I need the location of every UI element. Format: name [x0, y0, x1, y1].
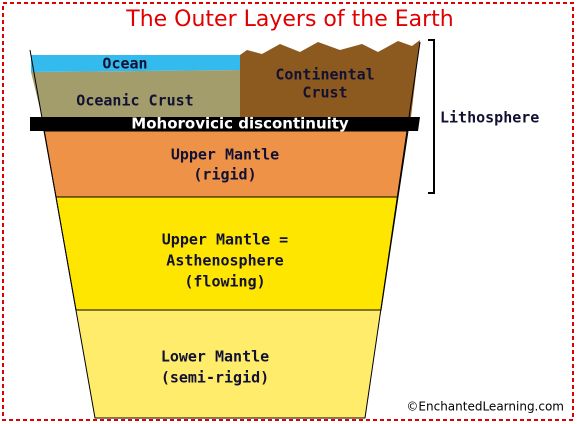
bracket-label: Lithosphere — [440, 109, 539, 127]
layer-label: Upper Mantle — [171, 146, 279, 164]
layer-label: Lower Mantle — [161, 348, 269, 366]
layer-label: Continental — [275, 66, 374, 84]
layer-label: Mohorovicic discontinuity — [131, 115, 349, 133]
layer-label: Asthenosphere — [166, 252, 283, 270]
layer-label: Oceanic Crust — [76, 92, 193, 110]
layer-label: Upper Mantle = — [162, 231, 288, 249]
layer-label: (flowing) — [184, 273, 265, 291]
credit: ©EnchantedLearning.com — [406, 400, 564, 414]
bracket — [428, 40, 434, 193]
layer-label: (semi-rigid) — [161, 369, 269, 387]
diagram: The Outer Layers of the Earth Lithospher… — [0, 0, 577, 424]
layer-label: Crust — [302, 84, 347, 102]
title: The Outer Layers of the Earth — [125, 7, 453, 32]
upper-mantle — [44, 131, 408, 197]
layer-label: (rigid) — [193, 166, 256, 184]
layer-label: Ocean — [102, 55, 147, 73]
